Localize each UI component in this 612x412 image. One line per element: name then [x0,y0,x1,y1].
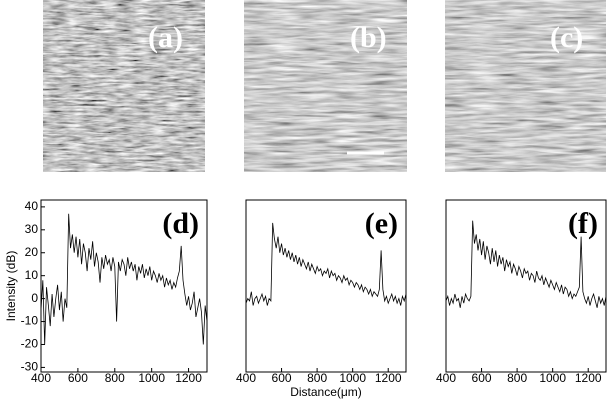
image-a: (a) [43,0,205,172]
x-tick-label: 600 [272,371,292,385]
x-tick-label: 1000 [138,371,165,385]
image-label: (c) [550,21,583,54]
x-tick-label: 600 [68,371,88,385]
speckle-image [445,0,606,172]
image-label: (a) [148,21,183,54]
x-tick-label: 1200 [575,371,602,385]
image-c: (c) [445,0,606,172]
data-line [40,213,208,345]
x-tick-label: 1000 [539,371,566,385]
data-line [245,222,407,306]
y-tick-label: 10 [25,268,39,282]
x-tick-label: 400 [436,371,456,385]
plot: 400 600 800 1000 1200 (f) [436,199,607,385]
y-tick-label: 20 [25,245,39,259]
y-tick-label: -20 [21,337,39,351]
x-tick-label: 800 [307,371,327,385]
speckle-image [43,0,205,172]
y-tick-label: 40 [25,199,39,213]
image-b: (b) [244,0,407,172]
x-tick-label: 1200 [375,371,402,385]
x-axis-label: Distance(μm) [290,385,362,399]
panel-label: (d) [162,207,199,240]
x-tick-label: 800 [507,371,527,385]
plot-frame [40,199,208,373]
plot: 400 600 800 1000 1200 Distance(μm) (e) [236,199,407,399]
panel-label: (f) [568,207,598,240]
plot: 400 600 800 1000 1200 -30 -20 -10 0 10 20 30 40 Inten… [4,199,208,385]
x-tick-label: 600 [472,371,492,385]
x-tick-label: 400 [31,371,51,385]
x-tick-label: 1000 [339,371,366,385]
data-line [445,220,607,308]
y-tick-label: -10 [21,314,39,328]
y-tick-label: -30 [21,360,39,374]
y-tick-label: 0 [31,291,38,305]
panel-label: (e) [365,207,398,240]
x-tick-label: 1200 [175,371,202,385]
x-tick-label: 800 [105,371,125,385]
y-tick-label: 30 [25,222,39,236]
y-axis-label: Intensity (dB) [4,251,18,322]
image-label: (b) [350,21,387,54]
x-tick-label: 400 [236,371,256,385]
plot-frame [245,199,407,373]
plot-frame [445,199,607,373]
speckle-image [244,0,407,172]
